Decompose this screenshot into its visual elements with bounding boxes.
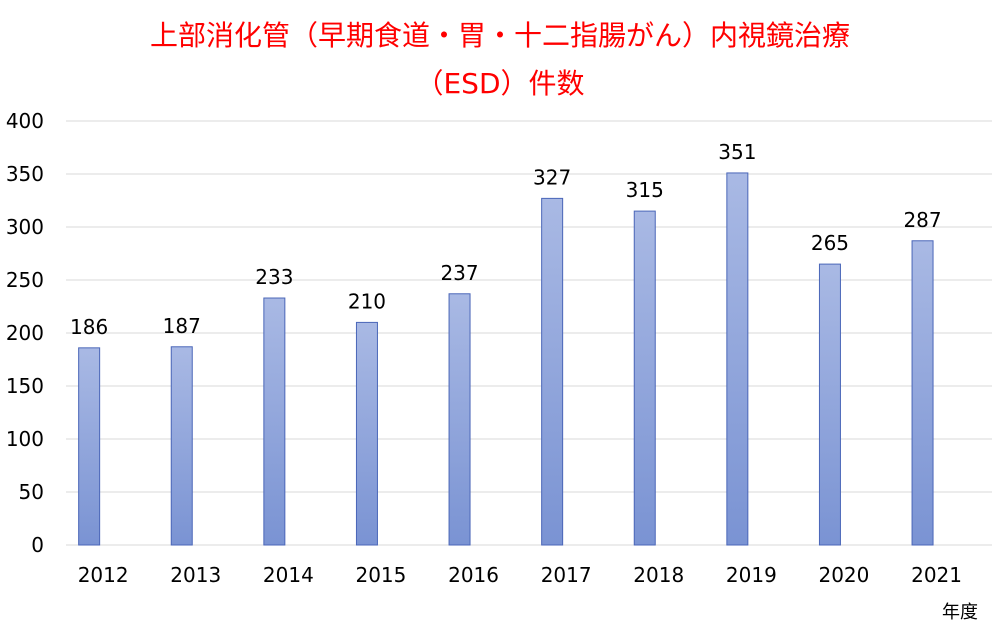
data-label-2016: 237 xyxy=(440,261,478,285)
x-tick-label: 2015 xyxy=(355,563,406,587)
bar-2021 xyxy=(911,240,934,546)
y-tick-label: 400 xyxy=(6,109,44,133)
bar-2014 xyxy=(263,297,286,546)
x-axis-ticks: 2012 2013 2014 2015 2016 2017 2018 2019 2020 2021 xyxy=(78,563,962,587)
y-tick-label: 100 xyxy=(6,427,44,451)
bar-2019 xyxy=(726,172,749,546)
data-label-2014: 233 xyxy=(255,265,293,289)
bar-2017 xyxy=(541,197,564,546)
x-tick-label: 2018 xyxy=(633,563,684,587)
chart-title-line-2: （ESD）件数 xyxy=(415,67,585,100)
x-tick-label: 2021 xyxy=(911,563,962,587)
y-tick-label: 250 xyxy=(6,268,44,292)
data-label-2018: 315 xyxy=(626,178,664,202)
chart-title-line-1: 上部消化管（早期食道・胃・十二指腸がん）内視鏡治療 xyxy=(149,19,850,52)
y-tick-label: 200 xyxy=(6,321,44,345)
data-label-2017: 327 xyxy=(533,165,571,189)
y-tick-label: 350 xyxy=(6,162,44,186)
x-tick-label: 2014 xyxy=(263,563,314,587)
bar-2015 xyxy=(355,321,378,546)
x-tick-label: 2019 xyxy=(726,563,777,587)
bar-2012 xyxy=(78,347,101,546)
data-label-2020: 265 xyxy=(811,231,849,255)
x-tick-label: 2017 xyxy=(541,563,592,587)
bar-2013 xyxy=(170,346,193,546)
x-tick-label: 2016 xyxy=(448,563,499,587)
data-label-2021: 287 xyxy=(903,208,941,232)
data-label-2019: 351 xyxy=(718,140,756,164)
data-labels: 186 187 233 210 237 327 315 351 265 287 xyxy=(70,140,942,339)
bars xyxy=(78,172,934,546)
x-axis-label: 年度 xyxy=(942,602,978,623)
y-tick-label: 150 xyxy=(6,374,44,398)
x-tick-label: 2020 xyxy=(818,563,869,587)
bar-2018 xyxy=(633,210,656,546)
gridlines xyxy=(66,120,992,546)
x-tick-label: 2013 xyxy=(170,563,221,587)
data-label-2015: 210 xyxy=(348,289,386,313)
y-tick-label: 300 xyxy=(6,215,44,239)
data-label-2013: 187 xyxy=(163,314,201,338)
y-tick-label: 0 xyxy=(31,533,44,557)
bar-2016 xyxy=(448,293,471,546)
x-tick-label: 2012 xyxy=(78,563,129,587)
data-label-2012: 186 xyxy=(70,315,108,339)
bar-2020 xyxy=(818,263,841,546)
y-tick-label: 50 xyxy=(19,480,44,504)
y-axis-ticks: 0 50 100 150 200 250 300 350 400 xyxy=(6,109,44,557)
